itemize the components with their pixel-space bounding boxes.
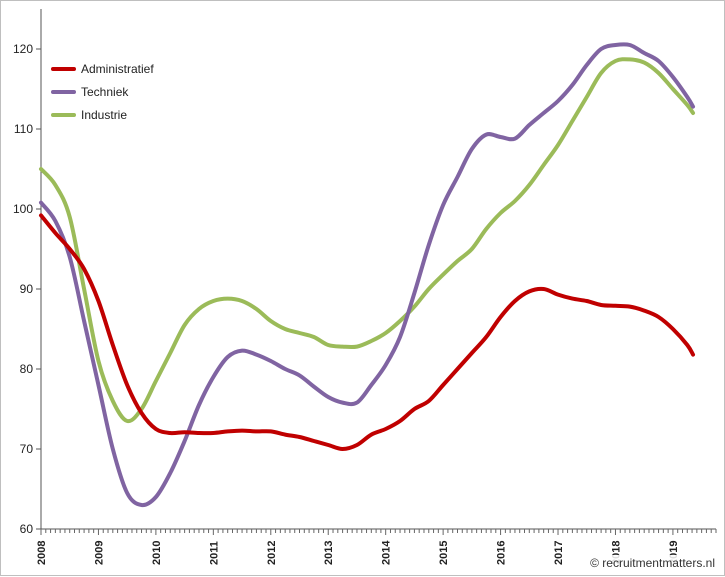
y-tick-label: 110: [14, 122, 33, 136]
legend: Administratief Techniek Industrie: [51, 62, 154, 122]
series-layer: [39, 42, 696, 508]
x-tick-label: 2016: [496, 541, 508, 565]
y-tick-label: 90: [20, 282, 34, 296]
legend-label: Techniek: [81, 85, 129, 99]
series-line-administratief: [39, 213, 696, 451]
y-tick-label: 60: [20, 522, 34, 536]
x-tick-label: 2013: [323, 541, 335, 565]
x-tick-label: 2017: [553, 541, 565, 565]
watermark-text: recruitmentmatters.nl: [602, 556, 715, 570]
axes: 60 70 80 90 100 110 120 2008 2009 2010 2011 2012 201…: [13, 9, 717, 565]
copyright-icon: ©: [590, 556, 599, 570]
x-tick-label: 2008: [36, 541, 48, 565]
x-tick-label: 2015: [438, 541, 450, 565]
x-tick-label: 2010: [151, 541, 163, 565]
y-tick-label: 120: [13, 42, 33, 56]
y-tick-label: 80: [20, 362, 34, 376]
x-tick-label: 2011: [208, 541, 220, 565]
x-tick-label: 2009: [93, 541, 105, 565]
watermark: © recruitmentmatters.nl: [587, 555, 718, 571]
y-tick-label: 100: [13, 202, 33, 216]
y-tick-label: 70: [20, 442, 34, 456]
x-tick-label: 2012: [266, 541, 278, 565]
legend-label: Administratief: [81, 62, 154, 76]
legend-label: Industrie: [81, 108, 127, 122]
series-line-techniek: [39, 42, 696, 508]
series-line-industrie: [39, 57, 696, 424]
x-tick-label: 2014: [381, 540, 393, 565]
